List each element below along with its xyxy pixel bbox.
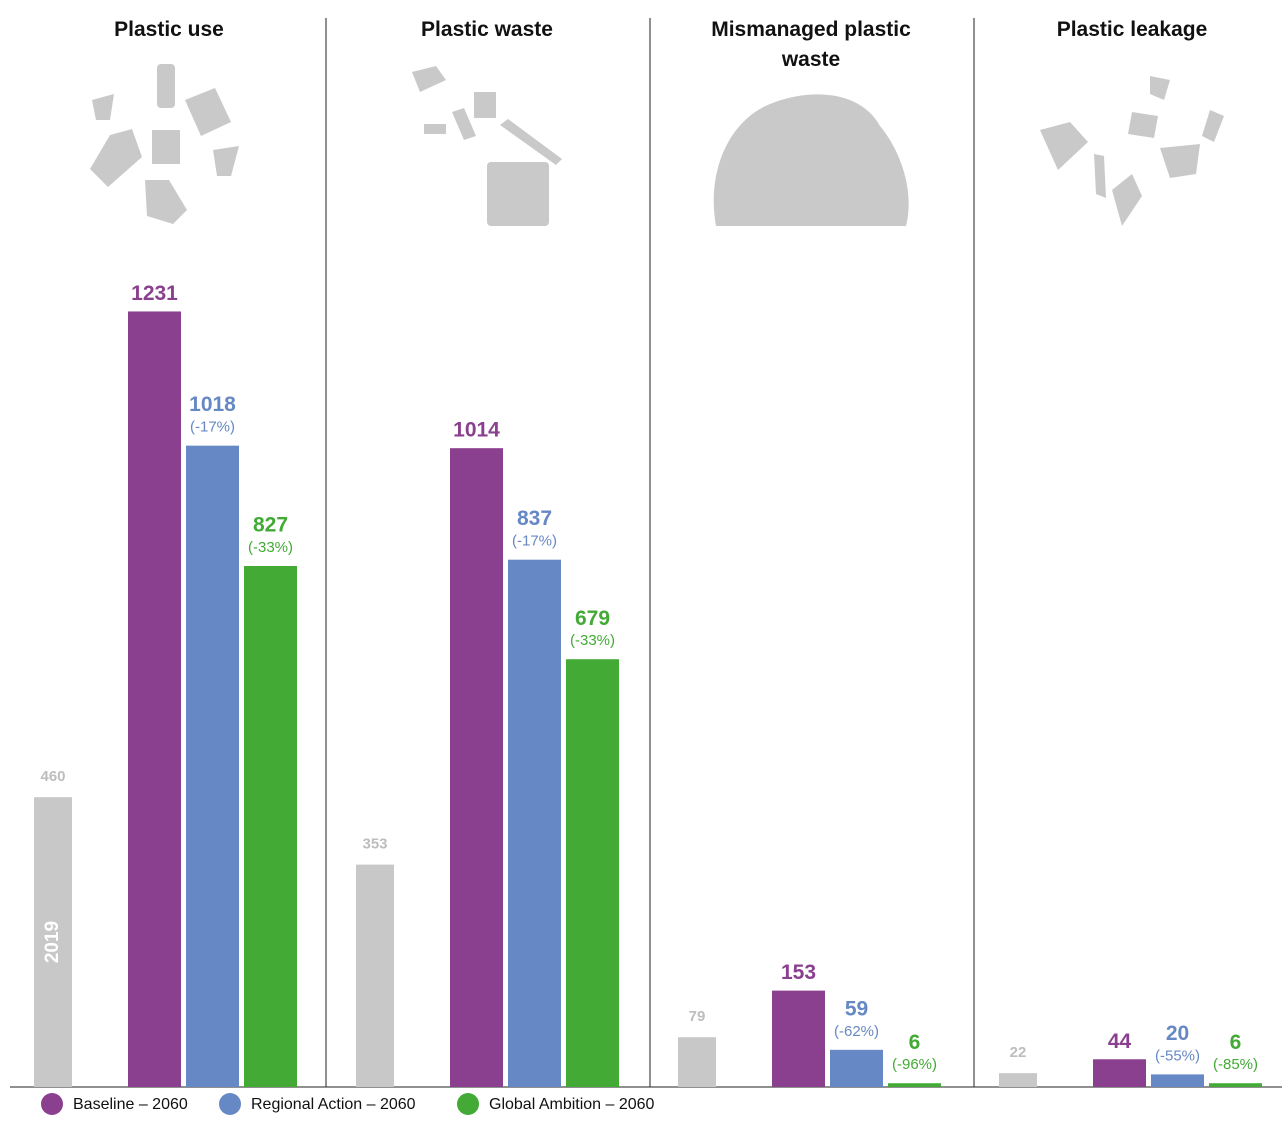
icon	[424, 124, 446, 134]
icon	[90, 129, 142, 187]
series-label: 2019	[42, 921, 63, 963]
value-label: 59	[845, 997, 868, 1020]
change-label: (-17%)	[512, 533, 557, 550]
panel-title: Mismanaged plastic waste	[711, 18, 911, 71]
icon	[1160, 144, 1200, 178]
icon	[213, 146, 239, 176]
bar	[1093, 1059, 1146, 1087]
icon	[145, 180, 187, 224]
value-label: 1231	[131, 282, 178, 305]
icon	[152, 130, 180, 164]
change-label: (-96%)	[892, 1056, 937, 1073]
change-label: (-55%)	[1155, 1047, 1200, 1064]
value-label: 1014	[453, 419, 500, 442]
bar	[34, 797, 72, 1087]
bar	[999, 1073, 1037, 1087]
icon	[452, 108, 476, 140]
icon	[487, 162, 549, 226]
value-label: 1018	[189, 393, 236, 416]
panel-title: Plastic use	[114, 18, 224, 41]
bar	[566, 659, 619, 1087]
change-label: (-62%)	[834, 1023, 879, 1040]
bar	[1151, 1074, 1204, 1087]
value-label: 6	[1230, 1031, 1242, 1054]
bar	[830, 1049, 883, 1087]
change-label: (-33%)	[570, 632, 615, 649]
icon	[1202, 110, 1224, 142]
icon	[1094, 154, 1106, 198]
value-label: 79	[689, 1008, 706, 1025]
panel-title: Plastic waste	[421, 18, 553, 41]
icon	[713, 94, 909, 226]
change-label: (-85%)	[1213, 1056, 1258, 1073]
icon	[474, 92, 496, 118]
icon	[1128, 112, 1158, 138]
value-label: 827	[253, 514, 288, 537]
change-label: (-17%)	[190, 419, 235, 436]
legend-label: Global Ambition – 2060	[489, 1096, 655, 1113]
bar	[1209, 1083, 1262, 1087]
icon	[500, 119, 562, 165]
bar	[356, 864, 394, 1087]
bar	[128, 311, 181, 1088]
icon	[412, 66, 446, 92]
value-label: 20	[1166, 1022, 1189, 1045]
value-label: 353	[362, 836, 387, 853]
change-label: (-33%)	[248, 539, 293, 556]
legend-label: Baseline – 2060	[73, 1096, 188, 1113]
icon	[1040, 122, 1088, 170]
icon	[1112, 174, 1142, 226]
bar	[678, 1037, 716, 1087]
bar	[450, 448, 503, 1087]
bar	[772, 990, 825, 1087]
value-label: 44	[1108, 1030, 1132, 1053]
bar	[244, 565, 297, 1087]
value-label: 22	[1010, 1044, 1027, 1061]
icon	[185, 88, 231, 136]
icon	[92, 94, 114, 120]
bar	[508, 559, 561, 1087]
bar	[186, 445, 239, 1087]
value-label: 153	[781, 961, 816, 984]
value-label: 6	[909, 1031, 921, 1054]
value-label: 837	[517, 507, 552, 530]
icon	[1150, 76, 1170, 100]
icons	[90, 64, 1224, 226]
panel-title: Plastic leakage	[1056, 18, 1208, 41]
legend-swatch	[219, 1093, 241, 1115]
legend-swatch	[457, 1093, 479, 1115]
icon	[157, 64, 175, 108]
value-label: 679	[575, 607, 610, 630]
legend-swatch	[41, 1093, 63, 1115]
bar	[888, 1083, 941, 1087]
legend-label: Regional Action – 2060	[251, 1096, 416, 1113]
value-label: 460	[40, 768, 65, 785]
